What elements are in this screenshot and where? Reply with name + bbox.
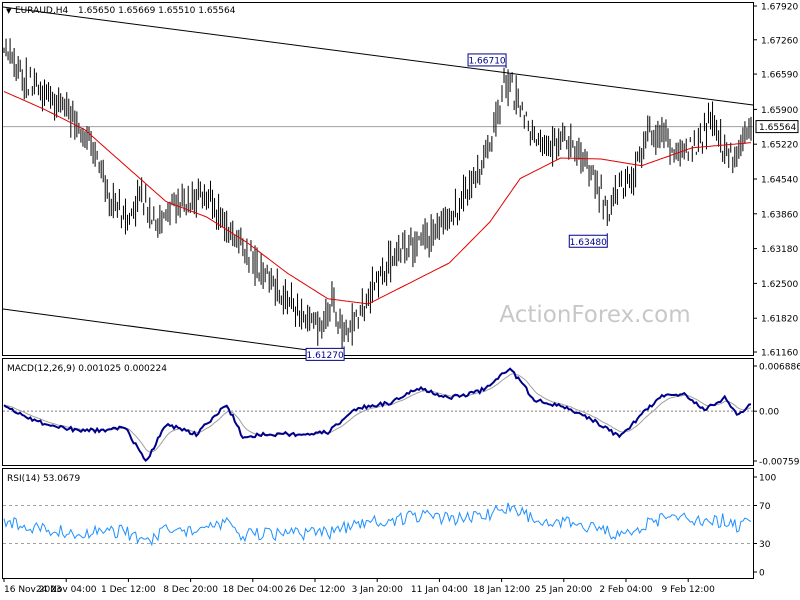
channel-upper-line: [2, 6, 754, 106]
price-annotation-label: 1.63480: [570, 238, 607, 248]
price-tick-label: 1.61820: [761, 315, 798, 325]
price-tick-label: 1.64540: [761, 176, 798, 186]
moving-average-line: [3, 91, 752, 305]
rsi-tick-label: 0: [759, 569, 765, 579]
price-tick-label: 1.65900: [761, 106, 798, 116]
rsi-panel-frame: [2, 468, 754, 579]
price-axis: 1.67920 1.67260 1.66590 1.65900 1.65220 1.645…: [753, 3, 799, 359]
rsi-levels: [3, 505, 753, 544]
price-tick-label: 1.63180: [761, 245, 798, 255]
channel-lines: [2, 6, 754, 354]
ohlc-values: 1.65650 1.65669 1.65510 1.65564: [78, 6, 236, 16]
macd-tick-label: 0.006886: [759, 363, 800, 373]
time-tick-label: 11 Jan 04:00: [411, 585, 468, 595]
rsi-tick-label: 100: [759, 474, 776, 484]
time-tick-label: 18 Jan 12:00: [473, 585, 530, 595]
channel-lower-line: [2, 308, 331, 354]
current-price-label: 1.65564: [759, 123, 796, 133]
rsi-tick-label: 30: [759, 540, 771, 550]
signal-path: [3, 373, 752, 453]
price-tick-label: 1.67260: [761, 36, 798, 46]
price-tick-label: 1.61160: [761, 349, 798, 359]
rsi-label: RSI(14) 53.0679: [7, 474, 80, 484]
price-annotation-box: [305, 347, 345, 361]
time-tick-label: 16 Nov 2023: [4, 585, 62, 595]
price-annotation-box: [467, 53, 507, 67]
rsi-line: [3, 502, 752, 547]
macd-tick-label: 0.00: [759, 408, 779, 418]
ma-path: [3, 91, 752, 305]
time-tick-label: 26 Dec 12:00: [285, 585, 346, 595]
macd-line: [3, 367, 752, 463]
price-annotation-box: [568, 234, 608, 248]
price-tick-label: 1.62500: [761, 280, 798, 290]
time-tick-label: 24 Nov 04:00: [36, 585, 97, 595]
price-panel-frame: [2, 2, 754, 356]
rsi-tick-label: 70: [759, 502, 771, 512]
price-tick-label: 1.66590: [761, 71, 798, 81]
price-annotation-label: 1.61270: [306, 351, 343, 361]
price-tick-label: 1.67920: [761, 3, 798, 13]
time-tick-label: 2 Feb 04:00: [599, 585, 653, 595]
rsi-axis: 100 70 30 0: [753, 474, 776, 579]
price-tick-label: 1.65220: [761, 141, 798, 151]
macd-path: [3, 367, 752, 463]
chart-header: ▼ EURAUD,H4 1.65650 1.65669 1.65510 1.65…: [6, 6, 236, 16]
price-annotation-label: 1.66710: [468, 56, 505, 66]
macd-label: MACD(12,26,9) 0.001025 0.000224: [7, 364, 167, 374]
current-price-box: [755, 120, 799, 134]
time-tick-label: 1 Dec 12:00: [101, 585, 156, 595]
symbol-label: EURAUD,H4: [15, 6, 68, 16]
time-tick-label: 18 Dec 04:00: [223, 585, 284, 595]
time-tick-label: 25 Jan 20:00: [535, 585, 592, 595]
chevron-down-icon[interactable]: ▼: [6, 7, 12, 15]
time-tick-label: 3 Jan 20:00: [352, 585, 404, 595]
price-tick-label: 1.63860: [761, 210, 798, 220]
macd-panel-frame: [2, 358, 754, 466]
price-annotations: 1.66710 1.63480 1.61270: [305, 53, 608, 361]
candles: [3, 38, 752, 349]
time-tick-label: 8 Dec 20:00: [163, 585, 218, 595]
rsi-path: [3, 502, 752, 547]
watermark: ActionForex.com: [499, 302, 690, 328]
macd-signal-line: [3, 373, 752, 453]
time-tick-label: 9 Feb 12:00: [662, 585, 716, 595]
